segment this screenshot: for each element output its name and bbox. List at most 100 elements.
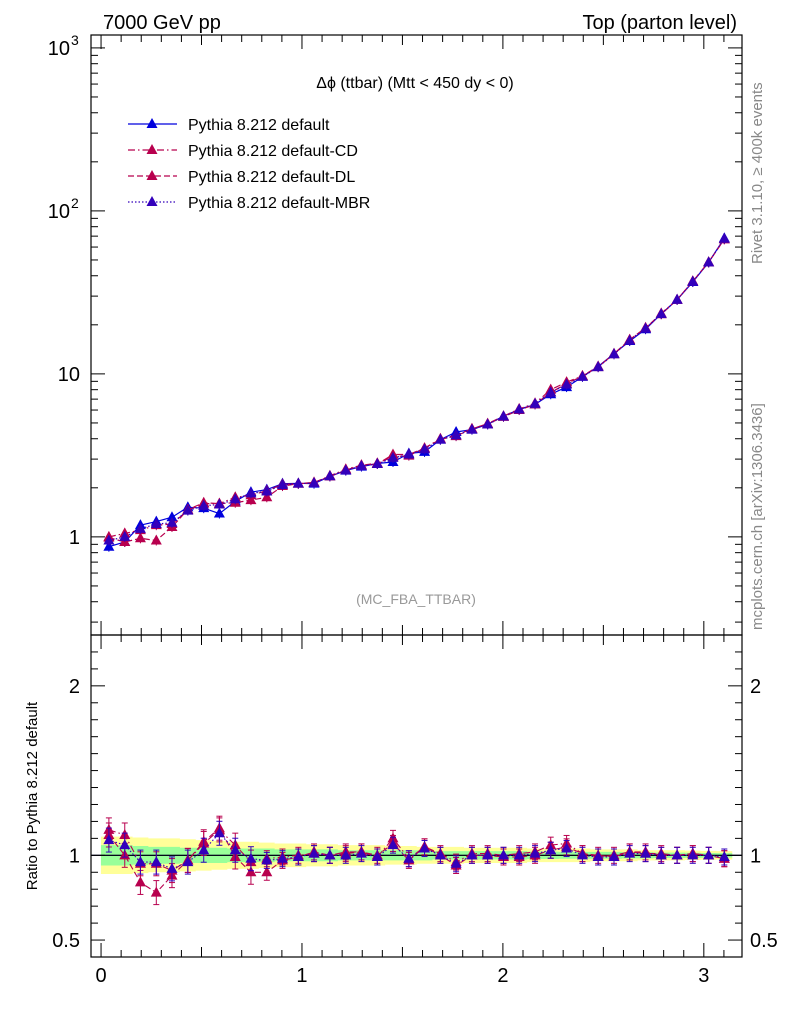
ratio-point-s2: [718, 851, 730, 862]
ratio-point-s2: [576, 849, 588, 860]
data-point-s3: [434, 433, 446, 444]
data-point-s3: [419, 443, 431, 454]
data-point-s0: [166, 511, 178, 522]
y-tick-label: 10: [48, 38, 70, 60]
data-point-s3: [355, 460, 367, 471]
data-point-s2: [245, 494, 257, 505]
ratio-point-s2: [450, 857, 462, 868]
ratio-point-s1: [150, 886, 162, 897]
y-tick-exponent: 3: [71, 32, 79, 48]
legend-marker-0: [146, 118, 158, 128]
legend-label-2: Pythia 8.212 default-DL: [188, 169, 355, 186]
data-point-s3: [640, 322, 652, 333]
collision-label: 7000 GeV pp: [103, 12, 221, 34]
legend: Pythia 8.212 default Pythia 8.212 default…: [128, 117, 370, 212]
ratio-line-0: [108, 829, 725, 872]
data-point-s3: [103, 534, 115, 545]
data-point-s3: [498, 410, 510, 421]
data-point-s3: [119, 530, 131, 541]
data-point-s3: [450, 429, 462, 440]
y-tick-exponent: 2: [71, 195, 79, 211]
ratio-y-tick-label: 1: [69, 845, 80, 867]
data-point-s3: [513, 403, 525, 414]
ratio-point-s2: [529, 847, 541, 858]
main-plot-data: [103, 232, 730, 552]
ratio-point-s1: [134, 876, 146, 887]
data-point-s3: [261, 485, 273, 496]
series-line-3: [108, 238, 725, 542]
data-point-s3: [671, 293, 683, 304]
data-point-s3: [166, 516, 178, 527]
ratio-point-s2: [229, 844, 241, 855]
ratio-y-tick-label-right: 2: [750, 676, 761, 698]
ratio-point-s2: [182, 856, 194, 867]
ratio-point-s2: [655, 849, 667, 860]
ratio-point-s2: [671, 849, 683, 860]
legend-marker-1: [146, 144, 158, 154]
ratio-point-s2: [276, 852, 288, 863]
data-point-s3: [592, 361, 604, 372]
ratio-point-s1: [261, 866, 273, 877]
series-line-1: [108, 238, 725, 538]
ratio-plot-data: [103, 815, 730, 906]
data-point-s3: [529, 397, 541, 408]
data-point-s3: [545, 386, 557, 397]
ratio-ylabel: Ratio to Pythia 8.212 default: [24, 701, 41, 890]
ratio-point-s2: [371, 851, 383, 862]
ratio-point-s2: [624, 847, 636, 858]
data-point-s3: [371, 457, 383, 468]
ratio-panel: 0.5 0.5 1 1 2 2 0 1 2 3 Ratio to Pythia 8.212 def…: [24, 634, 778, 987]
ratio-y-tick-label: 2: [69, 676, 80, 698]
ratio-point-s2: [134, 856, 146, 867]
ratio-point-s2: [292, 851, 304, 862]
data-point-s3: [718, 232, 730, 243]
data-point-s3: [340, 464, 352, 475]
ratio-point-s2: [119, 839, 131, 850]
ratio-point-s2: [687, 849, 699, 860]
ratio-point-s2: [513, 849, 525, 860]
legend-marker-3: [146, 196, 158, 206]
data-point-s3: [245, 487, 257, 498]
ratio-point-s2: [592, 851, 604, 862]
data-point-s3: [324, 470, 336, 481]
data-point-s3: [403, 448, 415, 459]
ratio-point-s2: [308, 847, 320, 858]
data-point-s3: [134, 522, 146, 533]
ratio-point-s2: [482, 849, 494, 860]
data-point-s3: [292, 477, 304, 488]
data-point-s2: [134, 532, 146, 543]
data-point-s3: [276, 479, 288, 490]
data-point-s0: [213, 507, 225, 518]
ratio-line-2: [108, 832, 725, 870]
ratio-frame: [90, 634, 743, 958]
legend-label-1: Pythia 8.212 default-CD: [188, 143, 358, 160]
data-point-s3: [198, 499, 210, 510]
plot-title: Δϕ (ttbar) (Mtt < 450 dy < 0): [316, 75, 514, 92]
ratio-point-s2: [340, 849, 352, 860]
main-panel: Δϕ (ttbar) (Mtt < 450 dy < 0) (MC_FBA_TT…: [48, 32, 743, 636]
ratio-point-s2: [403, 852, 415, 863]
data-point-s3: [703, 256, 715, 267]
data-point-s3: [213, 498, 225, 509]
data-point-s0: [103, 540, 115, 551]
ratio-point-s2: [387, 839, 399, 850]
data-point-s3: [229, 493, 241, 504]
data-point-s3: [687, 275, 699, 286]
ratio-point-s2: [608, 851, 620, 862]
analysis-watermark: (MC_FBA_TTBAR): [356, 591, 476, 607]
ratio-axes: 0.5 0.5 1 1 2 2 0 1 2 3: [52, 635, 778, 987]
data-point-s3: [466, 423, 478, 434]
data-point-s3: [624, 334, 636, 345]
data-point-s2: [150, 534, 162, 545]
data-point-s3: [150, 517, 162, 528]
ratio-point-s2: [703, 849, 715, 860]
ratio-point-s2: [198, 844, 210, 855]
mcplots-label: mcplots.cern.ch [arXiv:1306.3436]: [749, 403, 766, 630]
x-tick-label: 2: [497, 965, 508, 987]
series-line-2: [108, 238, 725, 543]
ratio-y-tick-label-right: 1: [750, 845, 761, 867]
ratio-point-s2: [561, 842, 573, 853]
data-point-s3: [308, 477, 320, 488]
